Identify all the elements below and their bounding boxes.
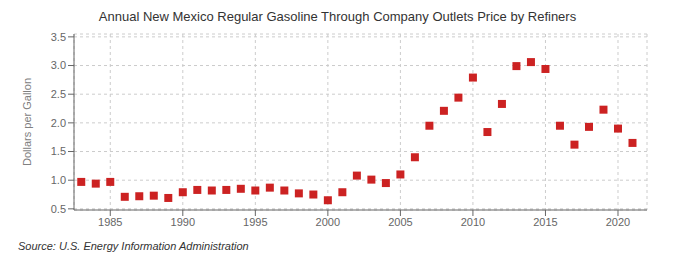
svg-text:2005: 2005 xyxy=(388,216,412,228)
svg-text:1990: 1990 xyxy=(171,216,195,228)
svg-text:0.5: 0.5 xyxy=(51,203,66,215)
svg-text:Dollars per Gallon: Dollars per Gallon xyxy=(21,78,33,166)
svg-text:2000: 2000 xyxy=(316,216,340,228)
svg-text:3.5: 3.5 xyxy=(51,31,66,43)
svg-text:3.0: 3.0 xyxy=(51,59,66,71)
svg-text:1995: 1995 xyxy=(243,216,267,228)
html-text:Annual New Mexico Regular Gaso: Annual New Mexico Regular Gasoline Throu… xyxy=(98,9,577,24)
svg-text:1.0: 1.0 xyxy=(51,174,66,186)
svg-text:2010: 2010 xyxy=(461,216,485,228)
html-text:Source: U.S. Energy Informatio: Source: U.S. Energy Information Administ… xyxy=(18,240,249,252)
svg-text:2.0: 2.0 xyxy=(51,117,66,129)
svg-text:2015: 2015 xyxy=(533,216,557,228)
svg-text:1985: 1985 xyxy=(98,216,122,228)
svg-text:2020: 2020 xyxy=(606,216,630,228)
svg-text:2.5: 2.5 xyxy=(51,88,66,100)
svg-text:1.5: 1.5 xyxy=(51,145,66,157)
